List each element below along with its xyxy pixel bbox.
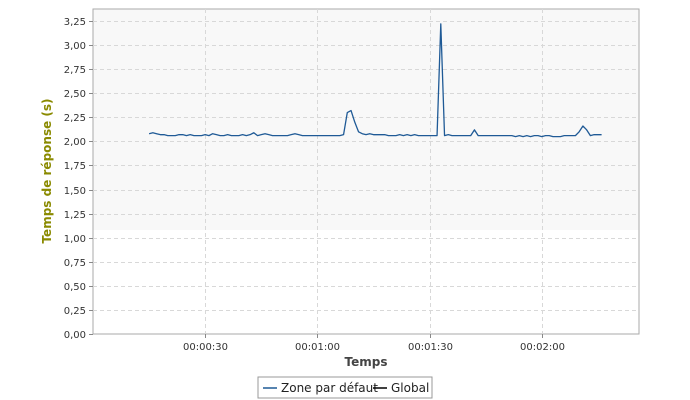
x-tick-label: 00:02:00 (520, 342, 565, 353)
x-tick-labels: 00:00:30 00:01:00 00:01:30 00:02:00 (183, 342, 565, 353)
y-tick-label: 2,00 (64, 137, 86, 148)
x-tick-label: 00:01:00 (295, 342, 340, 353)
y-tick-label: 1,50 (64, 186, 86, 197)
x-tick-label: 00:00:30 (183, 342, 228, 353)
y-tick-label: 3,25 (64, 17, 86, 28)
y-tick-label: 1,75 (64, 161, 86, 172)
legend-label-zone-par-defaut: Zone par défaut (281, 381, 378, 395)
y-tick-label: 0,00 (64, 330, 86, 341)
series-line-zone-par-defaut (148, 23, 602, 138)
legend-box (257, 376, 433, 399)
y-tick-labels: 0,00 0,25 0,50 0,75 1,00 1,25 1,50 1,75 2,00 2,25… (64, 17, 86, 341)
y-tick-label: 2,50 (64, 89, 86, 100)
y-tick-label: 0,25 (64, 306, 86, 317)
y-tick-label: 0,50 (64, 282, 86, 293)
grid-lines (89, 9, 639, 338)
legend-label-global: Global (391, 381, 429, 395)
series-lines (148, 23, 602, 138)
plot-area-lower-band (93, 230, 639, 334)
y-tick-label: 2,25 (64, 113, 86, 124)
y-tick-label: 1,25 (64, 210, 86, 221)
x-axis-title: Temps (345, 355, 388, 369)
y-tick-label: 2,75 (64, 65, 86, 76)
y-tick-label: 0,75 (64, 258, 86, 269)
y-tick-label: 1,00 (64, 234, 86, 245)
legend: Zone par défaut Global (257, 376, 433, 399)
y-tick-label: 3,00 (64, 41, 86, 52)
y-axis-title: Temps de réponse (s) (40, 98, 54, 243)
x-tick-label: 00:01:30 (408, 342, 453, 353)
